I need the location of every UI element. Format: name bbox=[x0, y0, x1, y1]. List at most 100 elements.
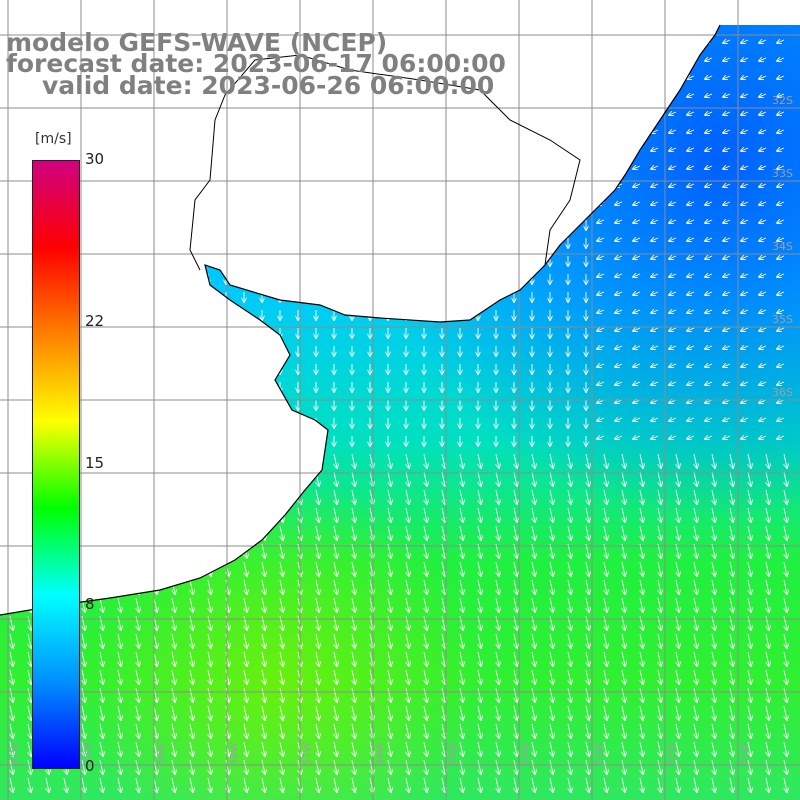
wind-arrow bbox=[687, 76, 695, 79]
wind-arrow bbox=[352, 561, 355, 576]
wind-arrow bbox=[622, 561, 625, 576]
wind-arrow bbox=[280, 471, 283, 486]
wind-arrow bbox=[388, 705, 391, 720]
colorbar-tick-label: 15 bbox=[85, 453, 105, 472]
wind-arrow bbox=[748, 687, 751, 702]
wind-arrow bbox=[10, 669, 13, 684]
wind-arrow bbox=[633, 382, 641, 385]
wind-arrow bbox=[136, 561, 139, 576]
wind-arrow bbox=[705, 184, 713, 187]
wind-arrow bbox=[723, 112, 731, 115]
wind-arrow bbox=[82, 633, 85, 648]
wind-arrow bbox=[669, 148, 677, 151]
wind-arrow bbox=[442, 669, 445, 684]
wind-arrow bbox=[723, 310, 731, 313]
wind-arrow bbox=[651, 76, 659, 79]
wind-arrow bbox=[118, 489, 121, 504]
wind-arrow bbox=[748, 597, 751, 612]
wind-arrow bbox=[334, 561, 337, 576]
wind-arrow bbox=[669, 292, 677, 295]
wind-arrow bbox=[532, 507, 535, 522]
wind-arrow bbox=[208, 525, 211, 540]
wind-arrow bbox=[730, 525, 733, 540]
wind-arrow bbox=[514, 705, 517, 720]
wind-arrow bbox=[669, 310, 677, 313]
wind-arrow bbox=[705, 310, 713, 313]
wind-arrow bbox=[597, 346, 605, 349]
wind-arrow bbox=[496, 525, 499, 540]
wind-arrow bbox=[741, 148, 749, 151]
wind-arrow bbox=[604, 489, 607, 504]
wind-arrow bbox=[442, 579, 445, 594]
wind-arrow bbox=[777, 76, 785, 79]
wind-arrow bbox=[597, 382, 605, 385]
wind-arrow bbox=[705, 256, 713, 259]
wind-arrow bbox=[136, 669, 139, 684]
wind-arrow bbox=[514, 597, 517, 612]
wind-arrow bbox=[723, 184, 731, 187]
wind-arrow bbox=[651, 346, 659, 349]
wind-arrow bbox=[460, 651, 463, 666]
wind-arrow bbox=[615, 202, 623, 205]
wind-arrow bbox=[723, 364, 731, 367]
wind-arrow bbox=[604, 669, 607, 684]
wind-arrow bbox=[28, 579, 31, 594]
wind-arrow bbox=[388, 651, 391, 666]
wind-arrow bbox=[316, 507, 319, 522]
wind-arrow bbox=[316, 453, 319, 468]
colorbar bbox=[32, 160, 80, 769]
wind-arrow bbox=[705, 238, 713, 241]
wind-arrow bbox=[705, 76, 713, 79]
longitude-label: 53W bbox=[594, 742, 605, 765]
wind-arrow bbox=[496, 687, 499, 702]
wind-arrow bbox=[550, 687, 553, 702]
wind-arrow bbox=[651, 166, 659, 169]
wind-arrow bbox=[687, 112, 695, 115]
wind-arrow bbox=[705, 112, 713, 115]
wind-arrow bbox=[622, 489, 625, 504]
wind-arrow bbox=[777, 94, 785, 97]
wind-arrow bbox=[784, 561, 787, 576]
wind-arrow bbox=[478, 633, 481, 648]
wind-arrow bbox=[676, 669, 679, 684]
wind-arrow bbox=[334, 579, 337, 594]
wind-arrow bbox=[633, 256, 641, 259]
wind-arrow bbox=[777, 436, 785, 439]
wind-arrow bbox=[118, 705, 121, 720]
wind-arrow bbox=[615, 364, 623, 367]
wind-arrow bbox=[622, 615, 625, 630]
wind-arrow bbox=[777, 202, 785, 205]
wind-arrow bbox=[694, 615, 697, 630]
wind-arrow bbox=[10, 723, 13, 738]
wind-arrow bbox=[766, 651, 769, 666]
wind-arrow bbox=[748, 525, 751, 540]
wind-arrow bbox=[532, 705, 535, 720]
wind-arrow bbox=[442, 453, 445, 468]
wind-arrow bbox=[741, 436, 749, 439]
wind-arrow bbox=[550, 489, 553, 504]
wind-arrow bbox=[658, 579, 661, 594]
wind-arrow bbox=[633, 94, 641, 97]
wind-arrow bbox=[723, 346, 731, 349]
wind-arrow bbox=[82, 669, 85, 684]
wind-arrow bbox=[352, 669, 355, 684]
wind-arrow bbox=[388, 597, 391, 612]
wind-arrow bbox=[118, 471, 121, 486]
wind-arrow bbox=[676, 651, 679, 666]
wind-arrow bbox=[640, 615, 643, 630]
wind-arrow bbox=[669, 364, 677, 367]
wind-arrow bbox=[442, 705, 445, 720]
wind-arrow bbox=[669, 346, 677, 349]
wind-arrow bbox=[262, 705, 265, 720]
wind-arrow bbox=[424, 597, 427, 612]
wind-arrow bbox=[597, 310, 605, 313]
wind-arrow bbox=[669, 184, 677, 187]
wind-arrow bbox=[759, 112, 767, 115]
wind-arrow bbox=[694, 561, 697, 576]
wind-arrow bbox=[759, 346, 767, 349]
wind-arrow bbox=[190, 705, 193, 720]
wind-arrow bbox=[633, 328, 641, 331]
wind-arrow bbox=[460, 453, 463, 468]
wind-arrow bbox=[730, 669, 733, 684]
wind-arrow bbox=[777, 418, 785, 421]
